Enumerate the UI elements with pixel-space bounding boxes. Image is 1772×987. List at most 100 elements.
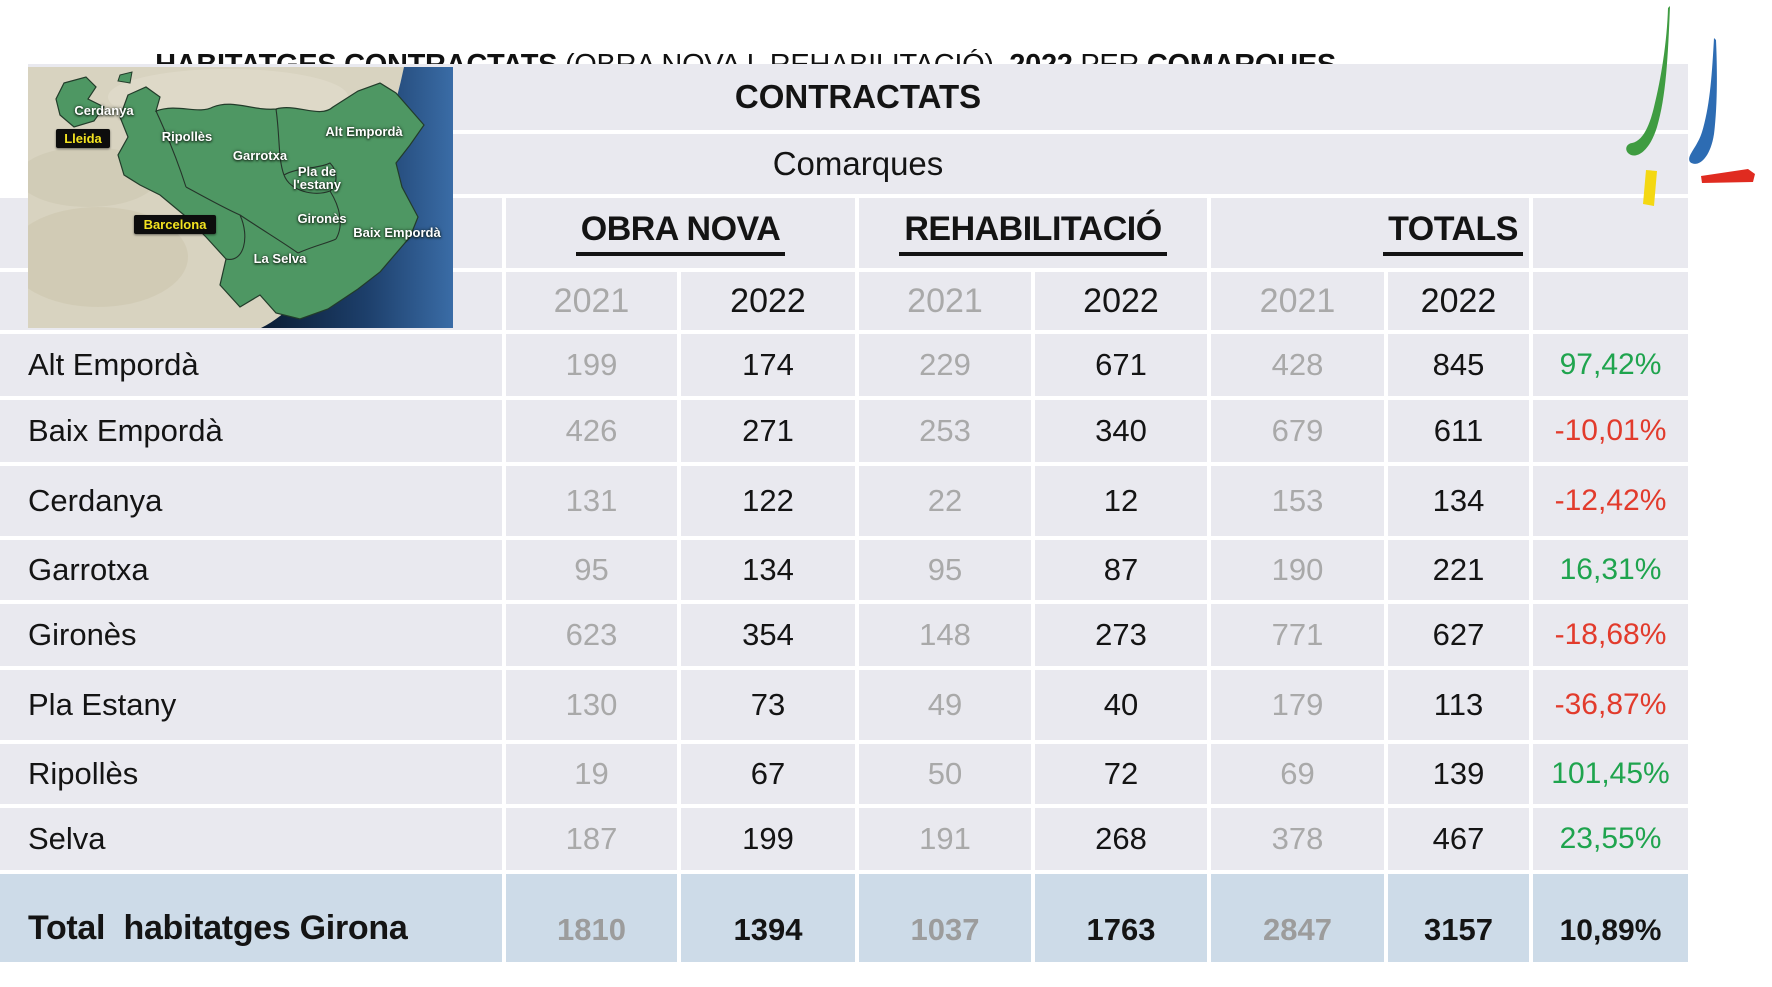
value-cell: 426 bbox=[506, 400, 677, 462]
value-cell: 19 bbox=[506, 744, 677, 804]
value-cell: 95 bbox=[859, 540, 1031, 600]
row-name: Alt Empordà bbox=[0, 334, 502, 396]
value-cell: 229 bbox=[859, 334, 1031, 396]
map-label-lleida: Lleida bbox=[56, 129, 110, 148]
map-label-ripolles: Ripollès bbox=[161, 129, 213, 144]
map-label-baix-emporda: Baix Empordà bbox=[353, 225, 441, 240]
map-label-la-selva: La Selva bbox=[253, 251, 307, 266]
pct-cell: 101,45% bbox=[1533, 744, 1688, 804]
value-cell: 253 bbox=[859, 400, 1031, 462]
year-header-obra-2021: 2021 bbox=[506, 272, 677, 330]
row-name: Cerdanya bbox=[0, 466, 502, 536]
value-cell: 623 bbox=[506, 604, 677, 666]
total-value-cell: 1037 bbox=[859, 874, 1031, 962]
value-cell: 627 bbox=[1388, 604, 1529, 666]
group-label: TOTALS bbox=[1383, 210, 1523, 256]
year-header-rehab-2021: 2021 bbox=[859, 272, 1031, 330]
map-label-pla-estany-1: Pla de bbox=[297, 164, 337, 179]
row-name: Pla Estany bbox=[0, 670, 502, 740]
value-cell: 271 bbox=[681, 400, 855, 462]
value-cell: 378 bbox=[1211, 808, 1384, 870]
row-name: Ripollès bbox=[0, 744, 502, 804]
value-cell: 187 bbox=[506, 808, 677, 870]
year-header-obra-2022: 2022 bbox=[681, 272, 855, 330]
value-cell: 72 bbox=[1035, 744, 1207, 804]
map-label-garrotxa: Garrotxa bbox=[232, 148, 288, 163]
logo-blue-stroke bbox=[1689, 38, 1717, 164]
total-value-cell: 3157 bbox=[1388, 874, 1529, 962]
value-cell: 273 bbox=[1035, 604, 1207, 666]
value-cell: 845 bbox=[1388, 334, 1529, 396]
value-cell: 191 bbox=[859, 808, 1031, 870]
enclave-region bbox=[117, 71, 133, 84]
value-cell: 174 bbox=[681, 334, 855, 396]
comarques-region bbox=[117, 82, 425, 320]
value-cell: 130 bbox=[506, 670, 677, 740]
row-name: Garrotxa bbox=[0, 540, 502, 600]
value-cell: 12 bbox=[1035, 466, 1207, 536]
value-cell: 148 bbox=[859, 604, 1031, 666]
pct-cell: -18,68% bbox=[1533, 604, 1688, 666]
value-cell: 67 bbox=[681, 744, 855, 804]
logo-green-stroke bbox=[1626, 6, 1670, 156]
value-cell: 139 bbox=[1388, 744, 1529, 804]
total-value-cell: 1394 bbox=[681, 874, 855, 962]
value-cell: 113 bbox=[1388, 670, 1529, 740]
value-cell: 69 bbox=[1211, 744, 1384, 804]
group-label: OBRA NOVA bbox=[575, 210, 786, 256]
pct-cell: -36,87% bbox=[1533, 670, 1688, 740]
group-header-obra-nova: OBRA NOVA bbox=[506, 198, 855, 268]
row-name: Gironès bbox=[0, 604, 502, 666]
value-cell: 179 bbox=[1211, 670, 1384, 740]
value-cell: 49 bbox=[859, 670, 1031, 740]
map-graphic bbox=[28, 67, 453, 328]
total-pct-cell: 10,89% bbox=[1533, 874, 1688, 962]
empty-cell bbox=[1533, 198, 1688, 268]
logo-red-stroke bbox=[1701, 169, 1755, 183]
value-cell: 87 bbox=[1035, 540, 1207, 600]
year-header-totals-2022: 2022 bbox=[1388, 272, 1529, 330]
value-cell: 199 bbox=[681, 808, 855, 870]
value-cell: 771 bbox=[1211, 604, 1384, 666]
value-cell: 467 bbox=[1388, 808, 1529, 870]
value-cell: 22 bbox=[859, 466, 1031, 536]
value-cell: 40 bbox=[1035, 670, 1207, 740]
pct-cell: 16,31% bbox=[1533, 540, 1688, 600]
value-cell: 134 bbox=[1388, 466, 1529, 536]
pct-cell: -10,01% bbox=[1533, 400, 1688, 462]
value-cell: 354 bbox=[681, 604, 855, 666]
group-label: REHABILITACIÓ bbox=[899, 210, 1167, 256]
value-cell: 221 bbox=[1388, 540, 1529, 600]
map-label-barcelona: Barcelona bbox=[134, 215, 216, 234]
map-label-alt-emporda: Alt Empordà bbox=[325, 124, 403, 139]
comarca-borders bbox=[155, 108, 341, 260]
pct-cell: 97,42% bbox=[1533, 334, 1688, 396]
value-cell: 122 bbox=[681, 466, 855, 536]
value-cell: 679 bbox=[1211, 400, 1384, 462]
value-cell: 199 bbox=[506, 334, 677, 396]
pct-cell: -12,42% bbox=[1533, 466, 1688, 536]
cerdanya-region bbox=[55, 76, 105, 128]
empty-cell bbox=[1533, 272, 1688, 330]
map-label-cerdanya: Cerdanya bbox=[74, 103, 134, 118]
year-header-totals-2021: 2021 bbox=[1211, 272, 1384, 330]
group-header-rehabilitacio: REHABILITACIÓ bbox=[859, 198, 1207, 268]
group-header-totals: TOTALS bbox=[1211, 198, 1529, 268]
row-name: Baix Empordà bbox=[0, 400, 502, 462]
map-label-pla-estany-2: l'estany bbox=[293, 177, 341, 192]
value-cell: 268 bbox=[1035, 808, 1207, 870]
value-cell: 671 bbox=[1035, 334, 1207, 396]
value-cell: 340 bbox=[1035, 400, 1207, 462]
value-cell: 428 bbox=[1211, 334, 1384, 396]
pct-cell: 23,55% bbox=[1533, 808, 1688, 870]
value-cell: 153 bbox=[1211, 466, 1384, 536]
value-cell: 134 bbox=[681, 540, 855, 600]
map-label-girones: Gironès bbox=[297, 211, 347, 226]
value-cell: 95 bbox=[506, 540, 677, 600]
value-cell: 131 bbox=[506, 466, 677, 536]
total-value-cell: 1810 bbox=[506, 874, 677, 962]
brand-logo bbox=[1626, 6, 1755, 206]
total-row-label: Total habitatges Girona bbox=[0, 874, 502, 962]
total-value-cell: 2847 bbox=[1211, 874, 1384, 962]
